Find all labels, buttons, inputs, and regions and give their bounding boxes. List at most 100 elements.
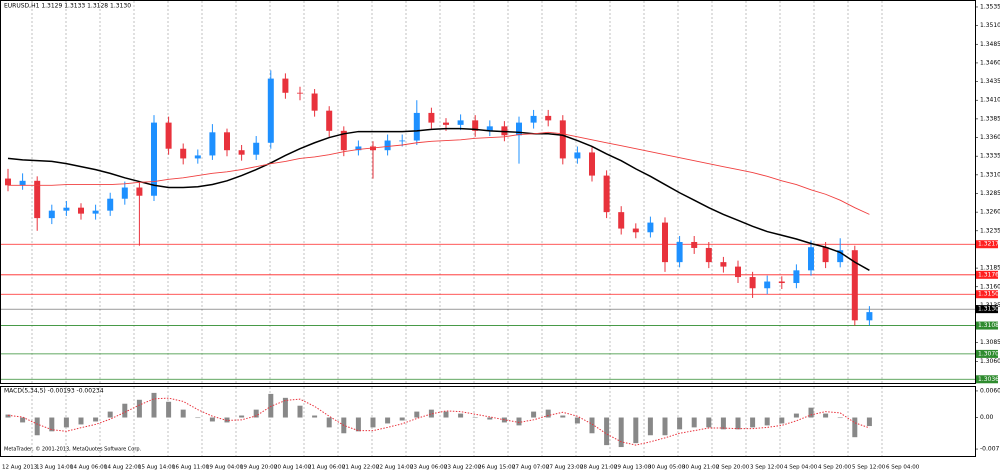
candle-body [632,228,639,233]
x-tick-label: 19 Aug 04:00 [206,465,244,471]
y-tick-label: -0.00713 [980,446,1000,453]
macd-bar [312,415,318,418]
candle-body [647,222,654,233]
candle-body [735,266,741,278]
level-box [976,375,998,384]
macd-bar [589,417,595,434]
macd-bar [545,409,551,418]
candle-body [472,120,479,131]
candle-body [78,207,84,214]
candle-body [5,178,11,186]
candle-body [384,140,391,151]
macd-bar [633,417,639,444]
x-tick-label: 27 Aug 23:00 [546,465,584,471]
macd-bar [764,417,770,426]
macd-panel [0,386,976,457]
macd-bar [326,417,332,428]
macd-bar [531,411,537,418]
level-box [976,240,998,249]
candle-body [107,198,114,211]
level-box [976,349,998,358]
y-tick-label: 1.3360 [980,134,1000,141]
x-tick-label: 2 Sep 20:00 [716,465,750,471]
y-tick-label: 1.3435 [980,78,1000,85]
macd-bar [720,417,726,430]
candle-body [457,120,464,125]
candle-body [676,241,683,263]
candle-body [311,93,318,111]
macd-bar [793,413,799,418]
macd-bar [399,417,405,421]
candle-body [516,122,522,136]
candle-body [822,247,829,263]
x-tick-label: 26 Aug 15:00 [478,465,516,471]
macd-bar [297,405,303,418]
x-tick-label: 12 Aug 2013 [2,465,38,471]
time-grid [31,1,883,456]
candle-body [194,155,201,159]
y-tick-label: 1.3060 [980,358,1000,365]
x-tick-label: 23 Aug 22:00 [444,465,482,471]
current-price-box [976,305,998,314]
macd-title: MACD(5,34,5) -0.00193 -0.00234 [4,388,104,395]
level-label: 1.3036 [978,376,999,383]
macd-signal [7,397,870,446]
candle-body [209,132,216,156]
candle-body [603,175,610,213]
x-tick-label: 30 Aug 05:00 [648,465,686,471]
candle-body [180,148,187,159]
macd-bar [779,417,785,424]
x-tick-label: 22 Aug 14:00 [376,465,414,471]
macd-bar [5,414,11,418]
y-tick-label: 1.3485 [980,41,1000,48]
candle-body [282,78,289,93]
y-tick-label: 1.3160 [980,283,1000,290]
level-label: 1.3176 [978,271,999,278]
macd-bar [428,409,434,418]
x-tick-label: 21 Aug 22:00 [342,465,380,471]
macd-bar [151,392,157,418]
candle-body [165,122,172,149]
candle-body [545,115,552,121]
level-label: 1.3150 [978,291,999,298]
y-tick-label: 1.3410 [980,97,1000,104]
x-tick-label: 4 Sep 20:00 [818,465,852,471]
level-box [976,270,998,279]
macd-bar [107,411,113,418]
x-tick-label: 14 Aug 06:00 [70,465,108,471]
macd-bar [823,413,829,418]
footer: MetaTrader, © 2001-2013, MetaQuotes Soft… [4,446,142,453]
candle-body [340,130,347,151]
macd-bar [20,417,26,423]
candle-body [238,150,245,155]
candle-body [297,92,303,94]
macd-bar [866,417,872,427]
candle-body [866,312,873,321]
macd-bar [385,417,391,424]
x-tick-label: 30 Aug 21:00 [682,465,720,471]
candle-body [151,122,157,196]
x-tick-label: 14 Aug 22:00 [104,465,142,471]
macd-bar [355,417,361,432]
macd-bar [560,415,566,418]
macd-bar [370,417,376,428]
macd-bar [443,411,449,418]
macd-bar [472,417,478,419]
macd-bar [122,403,128,418]
candle-body [618,212,625,229]
macd-bar [458,413,464,418]
candle-body [851,250,858,321]
x-tick-label: 4 Sep 04:00 [784,465,818,471]
candle-body [267,78,274,143]
y-tick-label: 1.3335 [980,153,1000,160]
candle-body [92,210,99,214]
x-tick-label: 16 Aug 11:00 [172,465,210,471]
level-label: 1.3217 [978,241,999,248]
candle-body [399,140,406,142]
current-price-label: 1.3130 [978,306,999,313]
x-tick-label: 3 Sep 12:00 [750,465,784,471]
candle-body [749,277,756,289]
level-label: 1.3070 [978,350,999,357]
candle-body [837,250,844,263]
